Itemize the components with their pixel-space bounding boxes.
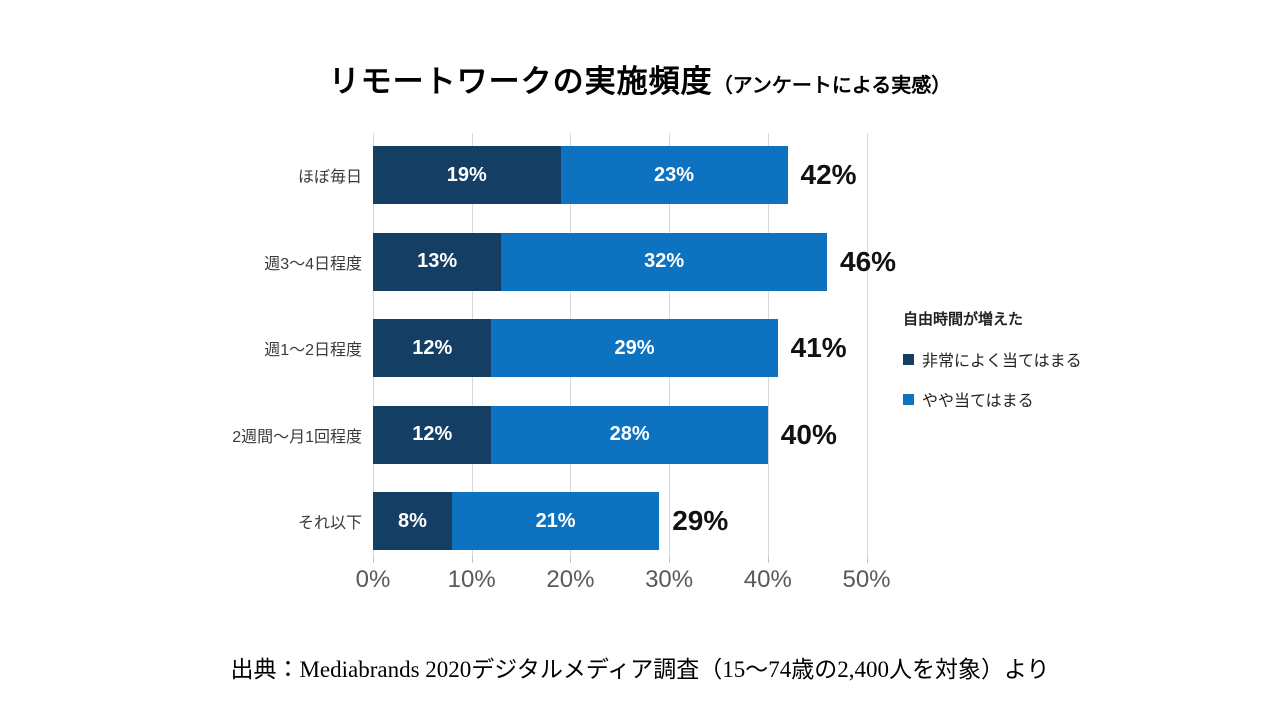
- total-label: 29%: [672, 505, 729, 536]
- category-label: ほぼ毎日: [297, 169, 362, 186]
- bar-segment-somewhat-agree: 23%: [560, 146, 788, 204]
- page-title: リモートワークの実施頻度 （アンケートによる実感）: [0, 56, 1280, 101]
- x-axis-label: 30%: [645, 566, 694, 593]
- legend-title: 自由時間が増えた: [903, 311, 1024, 328]
- bar-segment-somewhat-agree: 21%: [451, 492, 660, 550]
- legend-swatch-icon: [903, 353, 914, 365]
- x-axis-tick: [767, 557, 769, 563]
- x-axis-tick: [866, 557, 868, 563]
- legend-item: 非常によく当てはまる: [903, 347, 1082, 371]
- total-label: 46%: [840, 245, 897, 277]
- bar-segment-strong-agree: 8%: [373, 492, 452, 550]
- total-label: 40%: [780, 418, 837, 450]
- legend-items: 非常によく当てはまる やや当てはまる: [903, 347, 1082, 411]
- page-title-main: リモートワークの実施頻度: [328, 64, 713, 99]
- bar-segment-strong-agree: 12%: [373, 319, 492, 377]
- legend-item-label: 非常によく当てはまる: [922, 353, 1082, 370]
- bar-segment-somewhat-agree: 29%: [491, 319, 778, 377]
- source-note: 出典：Mediabrands 2020デジタルメディア調査（15〜74歳の2,4…: [230, 657, 1050, 682]
- legend: 自由時間が増えた 非常によく当てはまる やや当てはまる: [903, 308, 1082, 427]
- category-label: 週1〜2日程度: [264, 342, 362, 359]
- category-label: 2週間〜月1回程度: [232, 428, 362, 446]
- category-label: 週3〜4日程度: [264, 255, 362, 273]
- page-title-sub: （アンケートによる実感）: [712, 75, 952, 97]
- bar-segment-strong-agree: 19%: [373, 146, 561, 204]
- total-label: 41%: [790, 332, 847, 363]
- gridline: [866, 133, 868, 557]
- bar-segment-somewhat-agree: 32%: [501, 232, 827, 291]
- x-axis-label: 0%: [355, 566, 391, 593]
- category-label: それ以下: [297, 515, 362, 532]
- legend-item-label: やや当てはまる: [922, 393, 1034, 410]
- bar-segment-strong-agree: 13%: [373, 232, 502, 291]
- x-axis-tick: [373, 557, 374, 563]
- x-axis-tick: [471, 557, 473, 563]
- bar-segment-somewhat-agree: 28%: [491, 405, 768, 464]
- x-axis-label: 10%: [447, 566, 496, 593]
- x-axis-label: 20%: [546, 566, 595, 593]
- legend-item: やや当てはまる: [903, 387, 1082, 411]
- x-axis-label: 50%: [842, 566, 891, 593]
- bar-segment-strong-agree: 12%: [373, 405, 492, 464]
- x-axis-label: 40%: [743, 566, 792, 593]
- legend-swatch-icon: [903, 393, 914, 405]
- x-axis-tick: [669, 557, 671, 563]
- total-label: 42%: [800, 159, 857, 190]
- x-axis-tick: [570, 557, 572, 563]
